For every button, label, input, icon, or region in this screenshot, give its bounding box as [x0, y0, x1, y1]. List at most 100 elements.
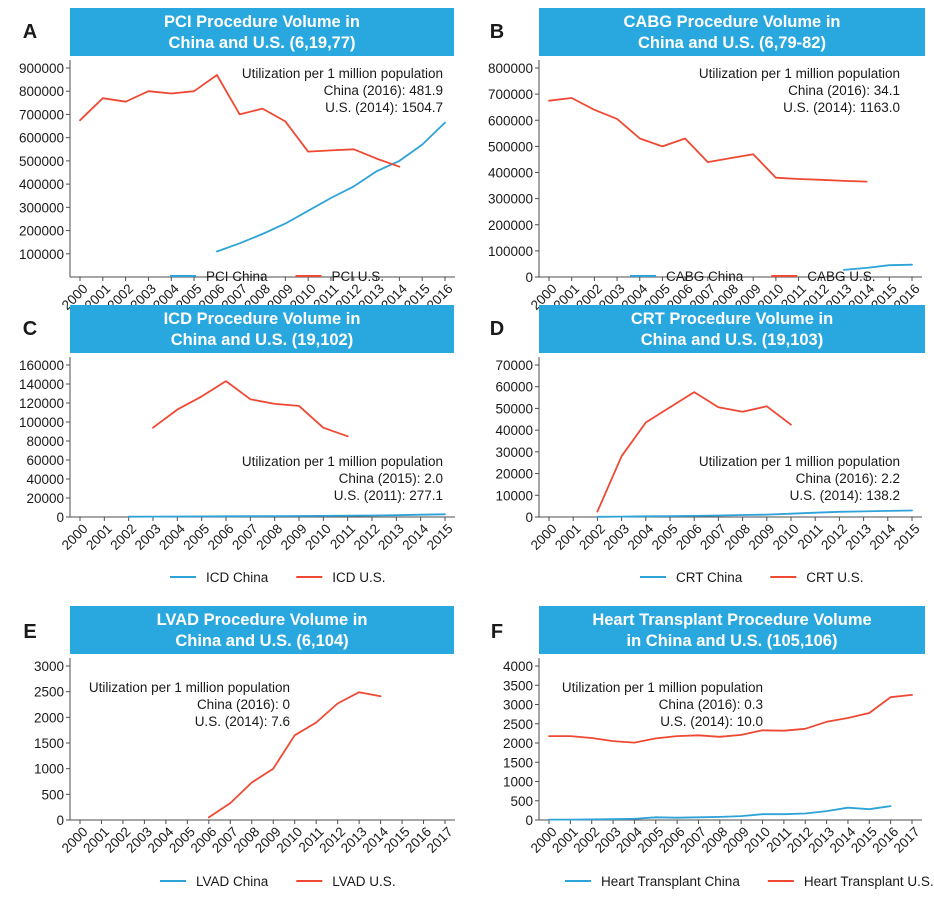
annotation-text: U.S. (2011): 277.1	[334, 488, 443, 503]
y-tick-label: 2000	[503, 736, 533, 751]
y-tick-label: 1500	[34, 736, 64, 751]
title-banner	[539, 606, 925, 654]
panel-letter: D	[490, 318, 504, 340]
series-line-us	[548, 97, 868, 183]
chart-title: CABG Procedure Volume in	[624, 13, 841, 31]
series-line-us	[79, 74, 401, 168]
y-tick-label: 700000	[488, 87, 533, 102]
annotation-text: Utilization per 1 million population	[699, 454, 900, 469]
x-tick-label: 2002	[107, 521, 139, 553]
x-tick-label: 2000	[528, 521, 560, 553]
x-tick-label: 2011	[795, 521, 826, 552]
title-banner	[70, 606, 454, 654]
y-tick-label: 3000	[34, 659, 64, 674]
x-tick-label: 2017	[424, 824, 456, 856]
y-tick-label: 10000	[495, 488, 533, 503]
series-line-china	[548, 805, 892, 821]
annotation-text: China (2016): 34.1	[788, 83, 900, 98]
panel-c: C ICD Procedure Volume in China and U.S. (…	[19, 305, 456, 585]
annotation-text: U.S. (2014): 1504.7	[325, 100, 443, 115]
panel-letter: A	[23, 21, 37, 43]
annotation-text: U.S. (2014): 1163.0	[783, 100, 900, 115]
annotation-text: Utilization per 1 million population	[242, 66, 443, 81]
y-tick-label: 400000	[488, 166, 533, 181]
x-tick-label: 2000	[59, 521, 91, 553]
legend-label: CABG China	[666, 269, 744, 284]
chart-title: Heart Transplant Procedure Volume	[592, 611, 871, 629]
y-tick-label: 1000	[34, 762, 64, 777]
y-tick-label: 500000	[488, 139, 533, 154]
legend-label: CRT U.S.	[806, 570, 863, 585]
y-tick-label: 80000	[26, 434, 64, 449]
annotation-text: China (2016): 0.3	[659, 697, 763, 712]
y-tick-label: 400000	[19, 177, 64, 192]
x-tick-label: 2017	[891, 824, 923, 856]
y-tick-label: 300000	[488, 192, 533, 207]
x-tick-label: 2007	[697, 521, 729, 553]
y-tick-label: 500000	[19, 154, 64, 169]
x-tick-label: 2009	[278, 521, 310, 553]
x-tick-label: 2013	[842, 521, 874, 553]
y-tick-label: 40000	[495, 423, 533, 438]
x-tick-label: 2003	[132, 521, 164, 553]
x-tick-label: 2014	[399, 521, 431, 553]
series-line-china	[216, 121, 446, 253]
x-tick-label: 2006	[205, 521, 237, 553]
annotation-text: Utilization per 1 million population	[562, 680, 763, 695]
chart-title: in China and U.S. (105,106)	[627, 632, 838, 650]
x-tick-label: 2015	[891, 521, 923, 553]
y-tick-label: 20000	[495, 467, 533, 482]
y-tick-label: 3000	[503, 698, 533, 713]
y-tick-label: 800000	[488, 61, 533, 76]
y-tick-label: 0	[56, 510, 64, 525]
x-tick-label: 2008	[253, 521, 285, 553]
y-tick-label: 0	[56, 813, 64, 828]
annotation-text: Utilization per 1 million population	[699, 66, 900, 81]
y-tick-label: 800000	[19, 84, 64, 99]
x-tick-label: 2013	[375, 521, 407, 553]
annotation-text: China (2016): 481.9	[324, 83, 443, 98]
x-tick-label: 2010	[770, 521, 802, 553]
y-tick-label: 600000	[488, 113, 533, 128]
chart-title: China and U.S. (6,19,77)	[168, 34, 355, 52]
y-tick-label: 20000	[26, 491, 64, 506]
x-tick-label: 2008	[721, 521, 753, 553]
x-tick-label: 2005	[180, 521, 212, 553]
annotation-text: China (2015): 2.0	[339, 471, 443, 486]
title-banner	[70, 305, 454, 353]
x-tick-label: 2001	[552, 521, 584, 553]
series-line-us	[596, 391, 792, 513]
legend-label: LVAD China	[196, 874, 269, 889]
y-tick-label: 1500	[503, 755, 533, 770]
y-tick-label: 2500	[503, 717, 533, 732]
title-banner	[539, 305, 925, 353]
y-tick-label: 60000	[495, 380, 533, 395]
annotation-text: U.S. (2014): 138.2	[790, 488, 900, 503]
panel-f: F Heart Transplant Procedure Volume in Chi…	[491, 606, 934, 889]
title-banner	[539, 8, 925, 56]
x-tick-label: 2010	[302, 521, 334, 553]
panel-d: D CRT Procedure Volume in China and U.S. (…	[490, 305, 925, 585]
y-tick-label: 100000	[19, 415, 64, 430]
x-tick-label: 2002	[576, 521, 608, 553]
series-line-us	[207, 691, 382, 819]
y-tick-label: 3500	[503, 678, 533, 693]
y-tick-label: 700000	[19, 107, 64, 122]
y-tick-label: 100000	[19, 247, 64, 262]
legend-label: Heart Transplant U.S.	[804, 874, 934, 889]
annotation-text: Utilization per 1 million population	[242, 454, 443, 469]
chart-title: ICD Procedure Volume in	[164, 310, 361, 328]
chart-title: LVAD Procedure Volume in	[157, 611, 368, 629]
x-tick-label: 2014	[867, 521, 899, 553]
legend-label: Heart Transplant China	[601, 874, 740, 889]
x-tick-label: 2011	[327, 521, 358, 552]
x-tick-label: 2001	[83, 521, 115, 553]
y-tick-label: 60000	[26, 453, 64, 468]
title-banner	[70, 8, 454, 56]
x-tick-label: 2015	[424, 521, 456, 553]
legend-label: PCI U.S.	[332, 269, 385, 284]
panel-b: B CABG Procedure Volume in China and U.S. …	[488, 8, 925, 313]
y-tick-label: 4000	[503, 659, 533, 674]
y-tick-label: 140000	[19, 377, 64, 392]
panel-letter: E	[23, 621, 36, 643]
